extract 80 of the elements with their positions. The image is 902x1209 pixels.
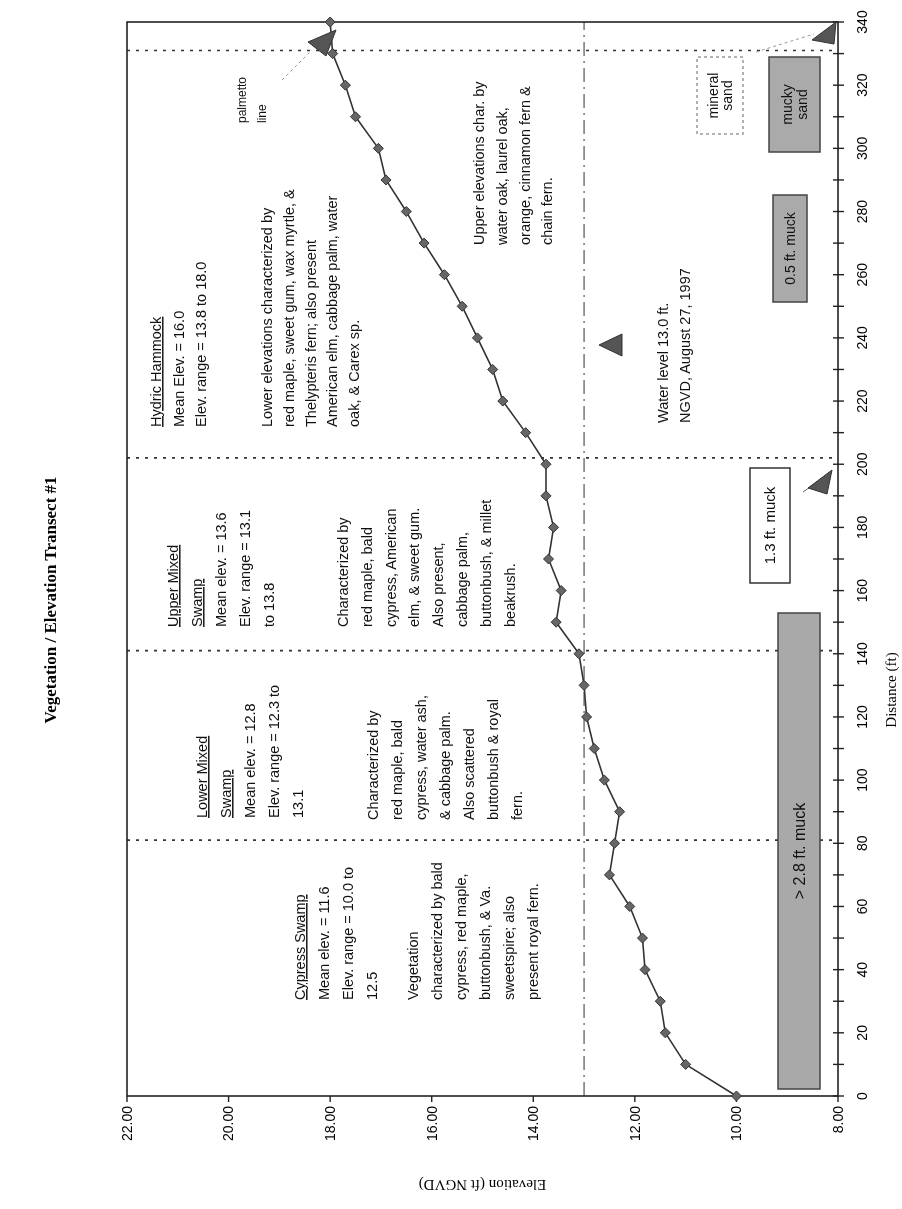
point <box>540 490 552 502</box>
point <box>520 427 532 439</box>
y-tick-label: 80 <box>853 835 870 852</box>
y-tick-label: 40 <box>853 961 870 978</box>
point <box>400 206 412 218</box>
point <box>555 585 567 597</box>
point <box>609 837 621 849</box>
point <box>418 237 430 249</box>
x-tick-label: 16.00 <box>423 1105 440 1142</box>
point <box>372 142 384 154</box>
point <box>540 458 552 470</box>
x-tick-label: 12.00 <box>626 1105 643 1142</box>
point <box>380 174 392 186</box>
point <box>603 869 615 881</box>
y-tick-label: 260 <box>853 262 870 287</box>
y-tick-label: 160 <box>853 578 870 603</box>
point <box>438 269 450 281</box>
y-tick-label: 320 <box>853 73 870 97</box>
x-tick-label: 20.00 <box>220 1105 237 1142</box>
x-tick-label: 8.00 <box>829 1105 846 1134</box>
annotation: Characterized by red maple, bald cypress, water ash, & cabbage palm. Also scattered buttonbush & royal fern. <box>365 695 526 820</box>
point <box>327 48 339 60</box>
y-tick-label: 20 <box>853 1024 870 1041</box>
point <box>659 1027 671 1039</box>
point <box>598 774 610 786</box>
y-axis-title: Distance (ft) <box>883 652 901 728</box>
y-tick-label: 280 <box>853 199 870 224</box>
point <box>497 395 509 407</box>
annotation: mineral sand <box>704 72 736 119</box>
x-tick-label: 22.00 <box>118 1105 135 1142</box>
y-tick-label: 180 <box>853 515 870 540</box>
point <box>680 1058 692 1070</box>
point <box>639 964 651 976</box>
y-tick-label: 100 <box>853 768 870 792</box>
y-tick-label: 0 <box>853 1091 870 1100</box>
annotation: 1.3 ft. muck <box>761 486 779 565</box>
point <box>324 16 336 28</box>
point <box>614 806 626 818</box>
point <box>573 648 585 660</box>
point <box>581 711 593 723</box>
point <box>588 743 600 755</box>
point <box>339 79 351 91</box>
point <box>543 553 555 565</box>
point <box>456 300 468 312</box>
y-tick-label: 340 <box>853 10 870 34</box>
y-tick-label: 120 <box>853 705 870 729</box>
annotation: Hydric Hammock Mean Elev. = 16.0 Elev. range = 13.8 to 18.0 <box>148 261 210 427</box>
y-tick-label: 200 <box>853 452 870 476</box>
point <box>578 679 590 691</box>
annotation: Cypress Swamp Mean elev. = 11.6 Elev. range = 10.0 to 12.5 <box>292 866 381 1000</box>
y-tick-label: 60 <box>853 898 870 915</box>
x-axis-title: Elevation (ft NGVD) <box>418 1175 547 1193</box>
text: Vegetation / Elevation Transect #1 <box>40 476 60 724</box>
point <box>471 332 483 344</box>
annotation: Water level 13.0 ft. NGVD, August 27, 1997 <box>655 268 694 423</box>
x-tick-label: 14.00 <box>525 1105 542 1142</box>
y-tick-label: 220 <box>853 389 870 413</box>
x-tick-label: 10.00 <box>728 1105 745 1142</box>
annotation: > 2.8 ft. muck <box>790 801 808 900</box>
annotation: Upper elevations char. by water oak, laurel oak, orange, cinnamon fern & chain fern. <box>471 80 556 246</box>
point <box>550 616 562 628</box>
point <box>624 900 636 912</box>
x-tick-label: 18.00 <box>322 1105 339 1142</box>
annotation: Lower Mixed Swamp Mean elev. = 12.8 Elev. range = 12.3 to 13.1 <box>194 684 307 818</box>
point <box>487 363 499 375</box>
annotation: Lower elevations characterized by red maple, sweet gum, wax myrtle, & Thelypteris fern; also present American elm, cabbage palm, water oak, & Carex sp. <box>259 188 363 427</box>
annotation: palmetto line <box>235 76 270 123</box>
annotation: Upper Mixed Swamp Mean elev. = 13.6 Elev. range = 13.1 to 13.8 <box>165 509 278 627</box>
point <box>548 521 560 533</box>
point <box>654 995 666 1007</box>
point <box>636 932 648 944</box>
annotation: Characterized by red maple, bald cypress, American elm, & sweet gum. Also present, cabbage palm, buttonbush, & millet beakrush. <box>335 499 518 627</box>
y-tick-label: 300 <box>853 136 870 161</box>
point <box>350 111 362 123</box>
annotation: 0.5 ft. muck <box>781 211 798 285</box>
y-tick-label: 240 <box>853 325 870 350</box>
annotation: Vegetation characterized by bald cypress, red maple, buttonbush, & Va. sweetspire; also present royal fern. <box>405 862 542 1000</box>
y-tick-label: 140 <box>853 641 870 666</box>
point <box>730 1090 742 1102</box>
annotation: mucky sand <box>779 84 810 125</box>
